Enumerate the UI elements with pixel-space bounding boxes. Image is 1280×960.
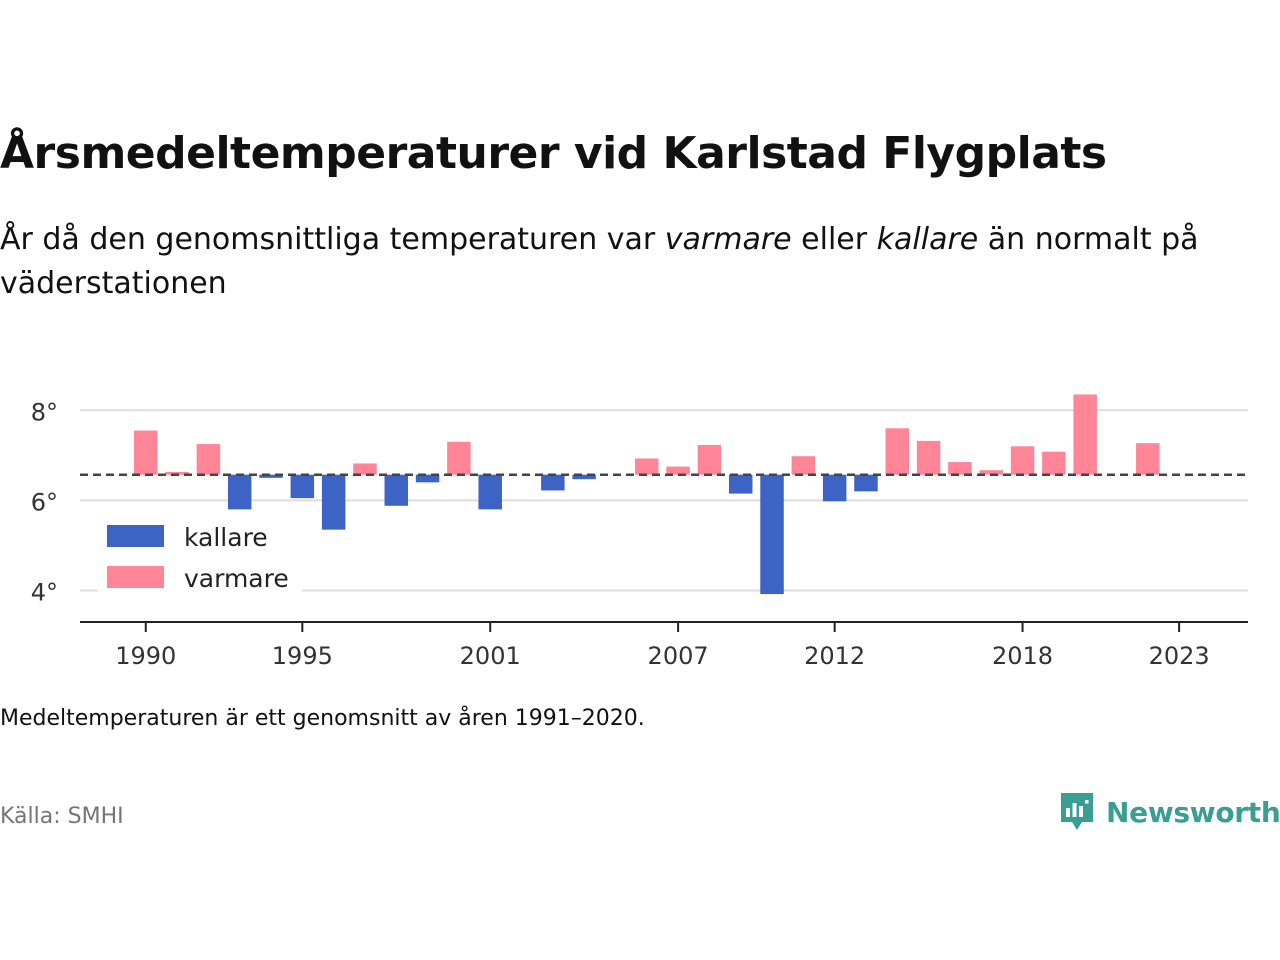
subtitle-colder-word: kallare <box>876 222 979 257</box>
subtitle-text-3: än normalt på väderstationen <box>0 222 1199 301</box>
bar-warmer <box>885 428 910 475</box>
y-tick-label: 4° <box>31 578 58 606</box>
bar-warmer <box>134 430 158 475</box>
footnote: Medeltemperaturen är ett genomsnitt av å… <box>0 706 645 731</box>
bar-colder <box>728 474 753 494</box>
subtitle-text-2: eller <box>791 222 877 257</box>
bar-warmer <box>979 470 1003 475</box>
x-axis: 1990 1995 2001 2007 2012 2018 2023 <box>80 621 1248 670</box>
bar-warmer <box>635 458 659 475</box>
bar-colder <box>478 474 502 510</box>
bar-colder <box>415 474 440 483</box>
bar-warmer <box>353 463 377 475</box>
bar-colder <box>321 474 346 530</box>
x-tick-label: 2018 <box>992 642 1053 670</box>
brand-name: Newsworthy <box>1106 795 1280 829</box>
bar-colder <box>290 474 315 499</box>
y-tick-label: 8° <box>31 398 58 426</box>
bar-colder <box>760 474 784 595</box>
bar-warmer <box>1010 446 1035 475</box>
newsworthy-logo-icon <box>1061 793 1093 830</box>
legend-swatch-kallare <box>107 525 164 547</box>
bar-colder <box>259 474 283 478</box>
bar-warmer <box>196 444 221 475</box>
x-tick-label: 2007 <box>648 642 709 670</box>
x-tick-label: 2012 <box>804 642 865 670</box>
bar-warmer <box>916 440 941 475</box>
legend-label-varmare: varmare <box>184 564 289 593</box>
bar-warmer <box>1136 443 1160 475</box>
chart-subtitle: År då den genomsnittliga temperaturen va… <box>0 218 1270 306</box>
x-tick-label: 1990 <box>115 642 176 670</box>
bar-colder <box>854 474 878 492</box>
y-tick-label: 6° <box>31 488 58 516</box>
bar-warmer <box>697 444 722 475</box>
bar-colder <box>384 474 409 506</box>
bar-warmer <box>1042 451 1066 475</box>
bar-warmer <box>447 441 471 475</box>
x-tick-label: 1995 <box>272 642 333 670</box>
source-label: Källa: SMHI <box>0 804 124 829</box>
bar-colder <box>822 474 847 502</box>
bar-colder <box>227 474 252 510</box>
bar-layer <box>134 394 1160 595</box>
bar-warmer <box>948 462 972 475</box>
bar-warmer <box>1073 394 1097 475</box>
x-tick-label: 2001 <box>460 642 521 670</box>
bar-colder <box>541 474 565 491</box>
newsworthy-logo: Newsworthy <box>1058 790 1280 834</box>
bar-colder <box>572 474 596 480</box>
subtitle-text-1: År då den genomsnittliga temperaturen va… <box>0 222 665 257</box>
legend: kallare varmare <box>98 510 302 600</box>
bar-warmer <box>791 456 816 475</box>
bar-chart-svg: 4° 6° 8° 1990 1995 2001 2007 2012 2018 2023 kall… <box>31 394 1248 670</box>
legend-label-kallare: kallare <box>184 523 268 552</box>
chart-title: Årsmedeltemperaturer vid Karlstad Flygpl… <box>0 128 1107 179</box>
x-tick-label: 2023 <box>1149 642 1210 670</box>
subtitle-warmer-word: varmare <box>664 222 792 257</box>
legend-swatch-varmare <box>107 566 164 588</box>
chart-area: 4° 6° 8° 1990 1995 2001 2007 2012 2018 2023 kall… <box>0 370 1280 690</box>
bar-warmer <box>666 466 690 475</box>
bar-warmer <box>165 471 189 475</box>
